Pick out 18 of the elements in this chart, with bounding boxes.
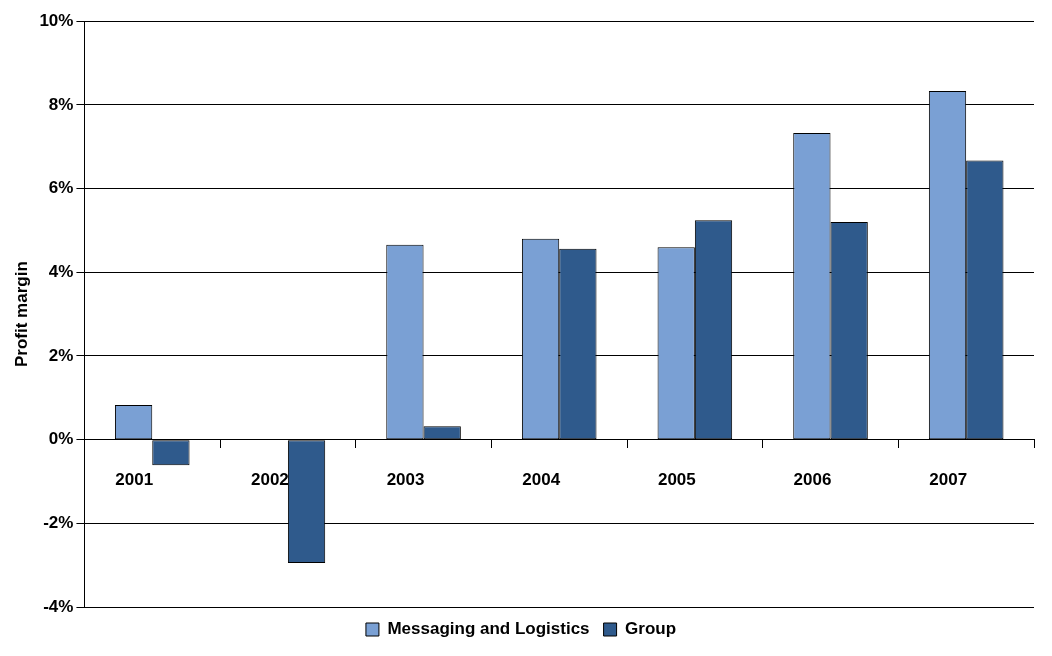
x-tick-label: 2004 — [522, 469, 561, 489]
y-axis-title: Profit margin — [11, 261, 31, 367]
x-tick-label: 2007 — [929, 469, 968, 489]
y-tick-label: 8% — [48, 94, 74, 114]
y-tick-label: -2% — [43, 513, 74, 532]
x-tick-label: 2005 — [657, 469, 696, 489]
y-tick-label: 2% — [48, 345, 74, 365]
y-tick-label: 0% — [48, 429, 74, 449]
legend-label: Group — [625, 619, 677, 639]
legend-label: Messaging and Logistics — [387, 619, 590, 639]
y-tick-label: 6% — [48, 178, 74, 198]
y-tick-label: -4% — [43, 596, 74, 616]
x-tick-label: 2006 — [793, 469, 832, 489]
y-tick-label: 4% — [48, 261, 74, 281]
x-tick-label: 2003 — [386, 469, 425, 489]
y-tick-label: 10% — [39, 10, 74, 30]
x-tick-label: 2001 — [115, 469, 154, 489]
x-tick-label: 2002 — [250, 469, 289, 489]
